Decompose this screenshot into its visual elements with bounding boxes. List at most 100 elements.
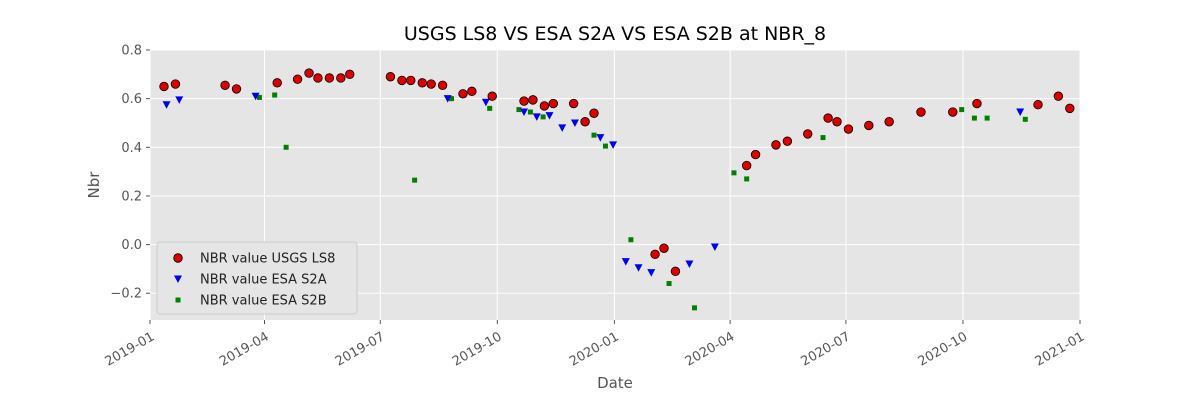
s2a-point: [558, 124, 567, 132]
y-tick-label: 0.2: [121, 189, 142, 204]
ls8-point: [884, 117, 894, 127]
s2a-point: [1016, 108, 1025, 117]
ls8-point: [750, 149, 761, 160]
ls8-point: [467, 86, 477, 97]
s2b-point: [591, 132, 597, 138]
legend-label: NBR value ESA S2B: [200, 294, 327, 309]
x-tick-label: 2020-10: [916, 329, 971, 369]
s2b-point: [602, 143, 608, 149]
ls8-point: [336, 73, 346, 83]
ls8-point: [568, 98, 579, 109]
s2b-point: [272, 92, 278, 98]
data-points: [159, 68, 1075, 311]
ls8-point: [385, 72, 396, 82]
s2a-point: [621, 258, 630, 266]
ls8-point: [659, 243, 669, 253]
ls8-point: [313, 73, 323, 83]
ls8-point: [670, 266, 681, 277]
s2a-point: [685, 260, 694, 269]
ls8-point: [771, 140, 781, 150]
s2a-point: [251, 92, 260, 101]
s2b-point: [449, 96, 455, 102]
ls8-point: [650, 249, 660, 260]
ls8-point: [803, 129, 813, 139]
s2b-point: [527, 109, 533, 115]
ls8-point: [437, 80, 448, 90]
ls8-point: [292, 74, 303, 84]
ls8-point: [406, 75, 416, 86]
y-axis-title: Nbr: [85, 171, 103, 199]
s2b-point: [256, 94, 262, 100]
s2b-point: [731, 170, 737, 176]
s2b-point: [692, 305, 698, 311]
ls8-point: [1065, 103, 1075, 114]
s2a-point: [162, 101, 171, 109]
ls8-point: [304, 68, 314, 78]
s2b-point: [1022, 116, 1028, 122]
s2b-point: [412, 177, 418, 183]
ls8-point: [864, 120, 874, 131]
s2b-point: [666, 281, 672, 287]
s2a-point: [545, 112, 554, 120]
s2b-point: [971, 115, 977, 121]
ls8-point: [948, 107, 958, 117]
ls8-point: [528, 95, 538, 105]
y-axis-ticks: −0.2 0.0 0.2 0.4 0.6 0.8: [110, 44, 150, 302]
ls8-point: [972, 98, 982, 109]
x-tick-label: 2019-07: [333, 329, 388, 369]
ls8-point: [580, 117, 590, 127]
ls8-point: [487, 91, 497, 101]
legend-marker: [174, 275, 182, 283]
y-tick-label: −0.2: [110, 287, 142, 302]
s2a-point: [710, 243, 719, 252]
s2b-point: [984, 115, 990, 121]
s2b-point: [487, 105, 493, 111]
s2b-point: [516, 107, 522, 113]
chart-title: USGS LS8 VS ESA S2A VS ESA S2B at NBR_8: [404, 23, 826, 45]
ls8-point: [426, 79, 436, 89]
ls8-point: [345, 69, 355, 80]
legend: NBR value USGS LS8 NBR value ESA S2A NBR v…: [156, 241, 358, 315]
ls8-point: [548, 98, 558, 109]
ls8-point: [417, 78, 427, 88]
ls8-point: [397, 75, 407, 86]
s2a-point: [596, 134, 605, 142]
legend-label: NBR value USGS LS8: [200, 252, 335, 267]
ls8-point: [170, 79, 181, 89]
ls8-point: [589, 108, 599, 118]
x-axis-title: Date: [597, 374, 633, 392]
s2a-point: [609, 141, 618, 149]
ls8-point: [832, 117, 842, 127]
y-tick-label: 0.8: [121, 44, 142, 59]
ls8-point: [519, 96, 529, 106]
ls8-point: [1053, 91, 1064, 101]
s2b-point: [820, 135, 826, 141]
s2a-point: [570, 119, 579, 127]
y-tick-label: 0.0: [121, 238, 142, 253]
legend-marker: [173, 253, 183, 263]
x-tick-label: 2019-01: [103, 329, 158, 369]
ls8-point: [159, 81, 169, 92]
s2a-point: [481, 98, 490, 107]
s2a-point: [634, 264, 643, 272]
s2b-point: [540, 114, 546, 120]
legend-marker: [175, 297, 181, 303]
x-tick-label: 2021-01: [1033, 329, 1088, 369]
x-tick-label: 2020-07: [799, 329, 854, 369]
s2b-point: [283, 144, 289, 150]
ls8-point: [220, 80, 230, 90]
x-tick-label: 2020-01: [567, 329, 622, 369]
x-axis-ticks: 2019-01 2019-04 2019-07 2019-10 2020-01 2020-…: [103, 320, 1088, 370]
ls8-point: [782, 136, 793, 146]
s2a-point: [532, 113, 541, 121]
s2b-point: [959, 107, 965, 113]
legend-label: NBR value ESA S2A: [200, 273, 327, 288]
x-tick-label: 2019-10: [450, 329, 505, 369]
y-tick-label: 0.6: [121, 92, 142, 107]
ls8-point: [741, 160, 752, 171]
s2b-point: [628, 237, 634, 243]
ls8-point: [231, 84, 242, 94]
y-tick-label: 0.4: [121, 141, 142, 156]
ls8-point: [272, 78, 282, 88]
